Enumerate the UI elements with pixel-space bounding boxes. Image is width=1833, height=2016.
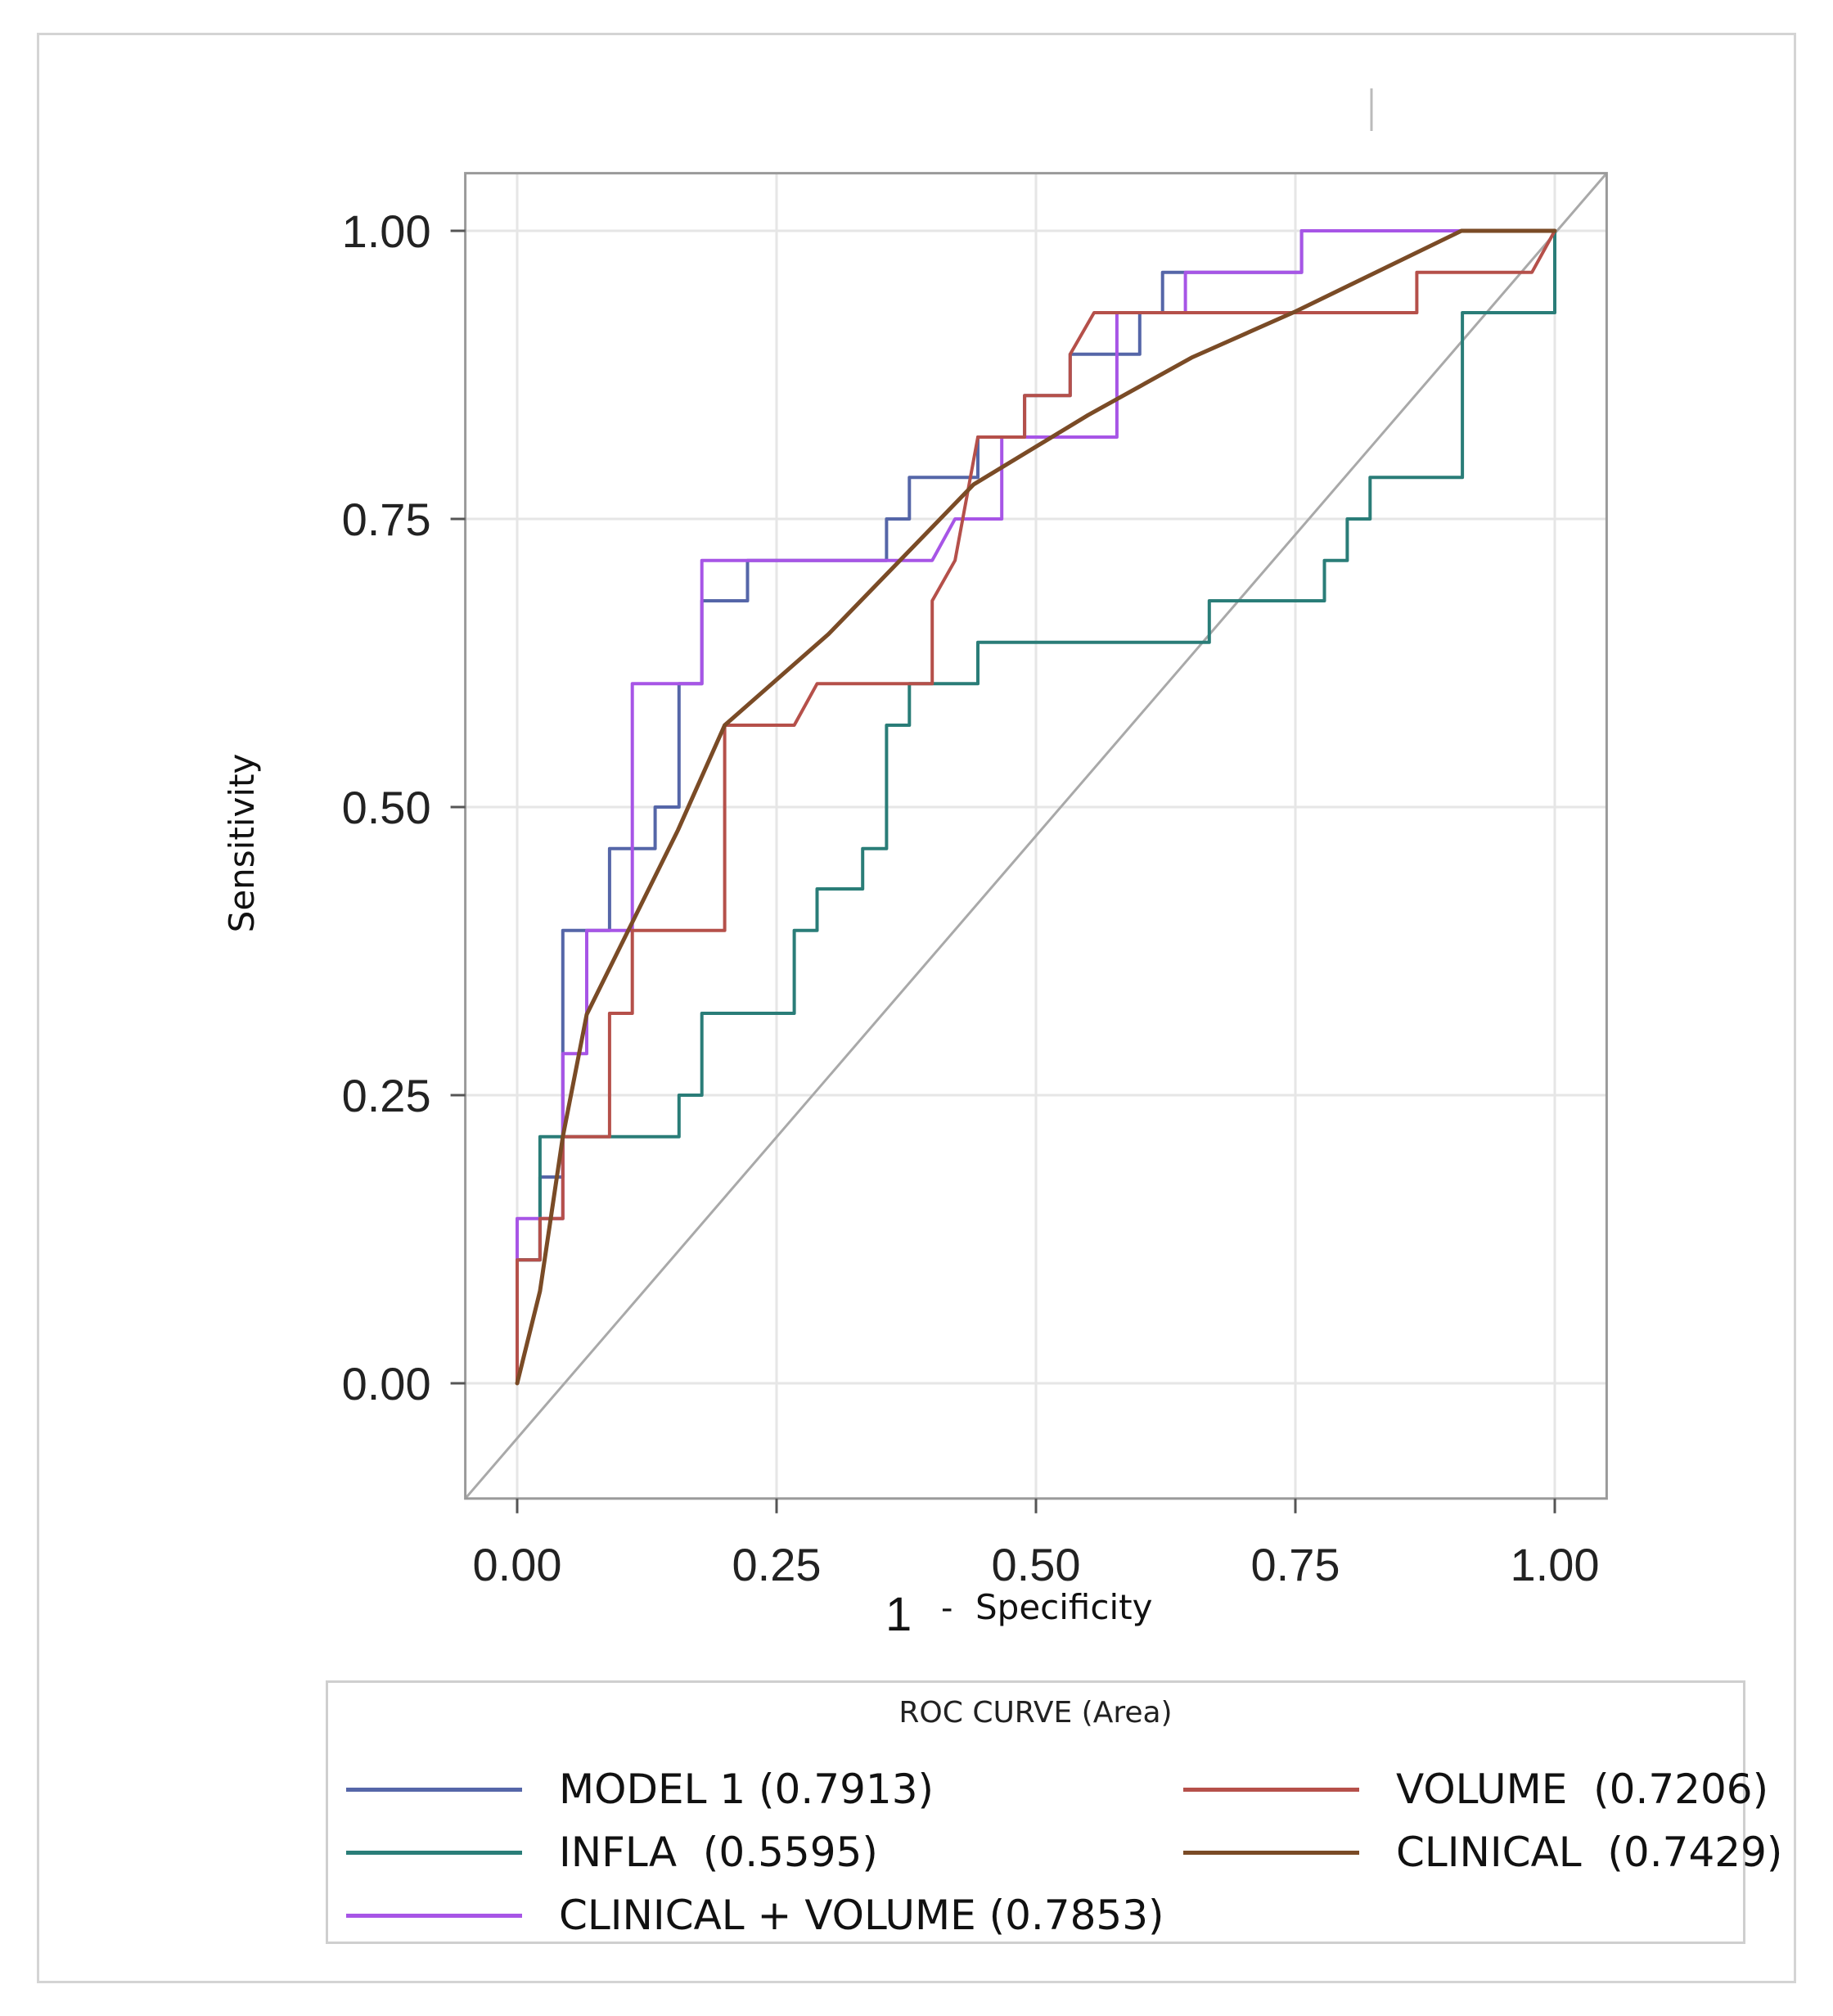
legend-label: CLINICAL + VOLUME (0.7853) xyxy=(559,1892,1164,1939)
legend-label: CLINICAL (0.7429) xyxy=(1396,1829,1783,1876)
plot-border xyxy=(464,172,1608,1500)
x-axis-label-dash: - xyxy=(941,1590,953,1627)
x-tick-label: 0.50 xyxy=(992,1539,1081,1590)
legend-swatch xyxy=(346,1913,522,1918)
legend-swatch xyxy=(346,1787,522,1792)
roc-curve-infla xyxy=(516,229,1556,1385)
legend-swatch xyxy=(1183,1850,1359,1855)
legend-item: MODEL 1 (0.7913) xyxy=(346,1761,934,1818)
y-tick-label: 1.00 xyxy=(342,205,431,257)
legend: ROC CURVE (Area) MODEL 1 (0.7913) INFLA (… xyxy=(326,1680,1782,1944)
legend-label: INFLA (0.5595) xyxy=(559,1829,878,1876)
legend-swatch xyxy=(1183,1787,1359,1792)
legend-item: INFLA (0.5595) xyxy=(346,1824,878,1881)
x-tick-label: 0.00 xyxy=(473,1539,562,1590)
legend-label: VOLUME (0.7206) xyxy=(1396,1766,1769,1813)
y-axis-label: Sensitivity xyxy=(222,754,262,933)
axis-ticks: 0.00 0.25 0.50 0.75 1.00 0.00 0.25 0.50 0.75 1.00 xyxy=(342,205,1600,1590)
legend-title: ROC CURVE (Area) xyxy=(898,1696,1173,1730)
reference-line xyxy=(464,172,1608,1500)
x-axis-label: 1 - Specificity xyxy=(885,1587,1152,1641)
x-tick-label: 0.75 xyxy=(1251,1539,1340,1590)
legend-swatch xyxy=(346,1850,522,1855)
roc-chart: 0.00 0.25 0.50 0.75 1.00 0.00 0.25 0.50 0.75 1.00… xyxy=(222,88,1608,1641)
roc-curve-volume xyxy=(516,229,1556,1385)
x-tick-label: 1.00 xyxy=(1511,1539,1600,1590)
y-tick-label: 0.75 xyxy=(342,494,431,545)
series-layer xyxy=(515,228,1557,1386)
roc-curve-clinical xyxy=(515,228,1557,1386)
x-axis-label-number: 1 xyxy=(885,1588,912,1641)
x-tick-label: 0.25 xyxy=(732,1539,822,1590)
figure-frame xyxy=(37,33,1796,1983)
legend-item: VOLUME (0.7206) xyxy=(1183,1761,1768,1818)
roc-curve-clinical-volume xyxy=(516,229,1556,1385)
reference-diagonal xyxy=(464,172,1608,1500)
legend-label: MODEL 1 (0.7913) xyxy=(559,1766,935,1813)
legend-item: CLINICAL + VOLUME (0.7853) xyxy=(346,1887,1164,1944)
legend-item: CLINICAL (0.7429) xyxy=(1183,1824,1782,1881)
x-axis-label-word: Specificity xyxy=(975,1587,1152,1627)
y-tick-label: 0.00 xyxy=(342,1358,431,1409)
y-tick-label: 0.25 xyxy=(342,1070,431,1121)
y-tick-label: 0.50 xyxy=(342,782,431,833)
